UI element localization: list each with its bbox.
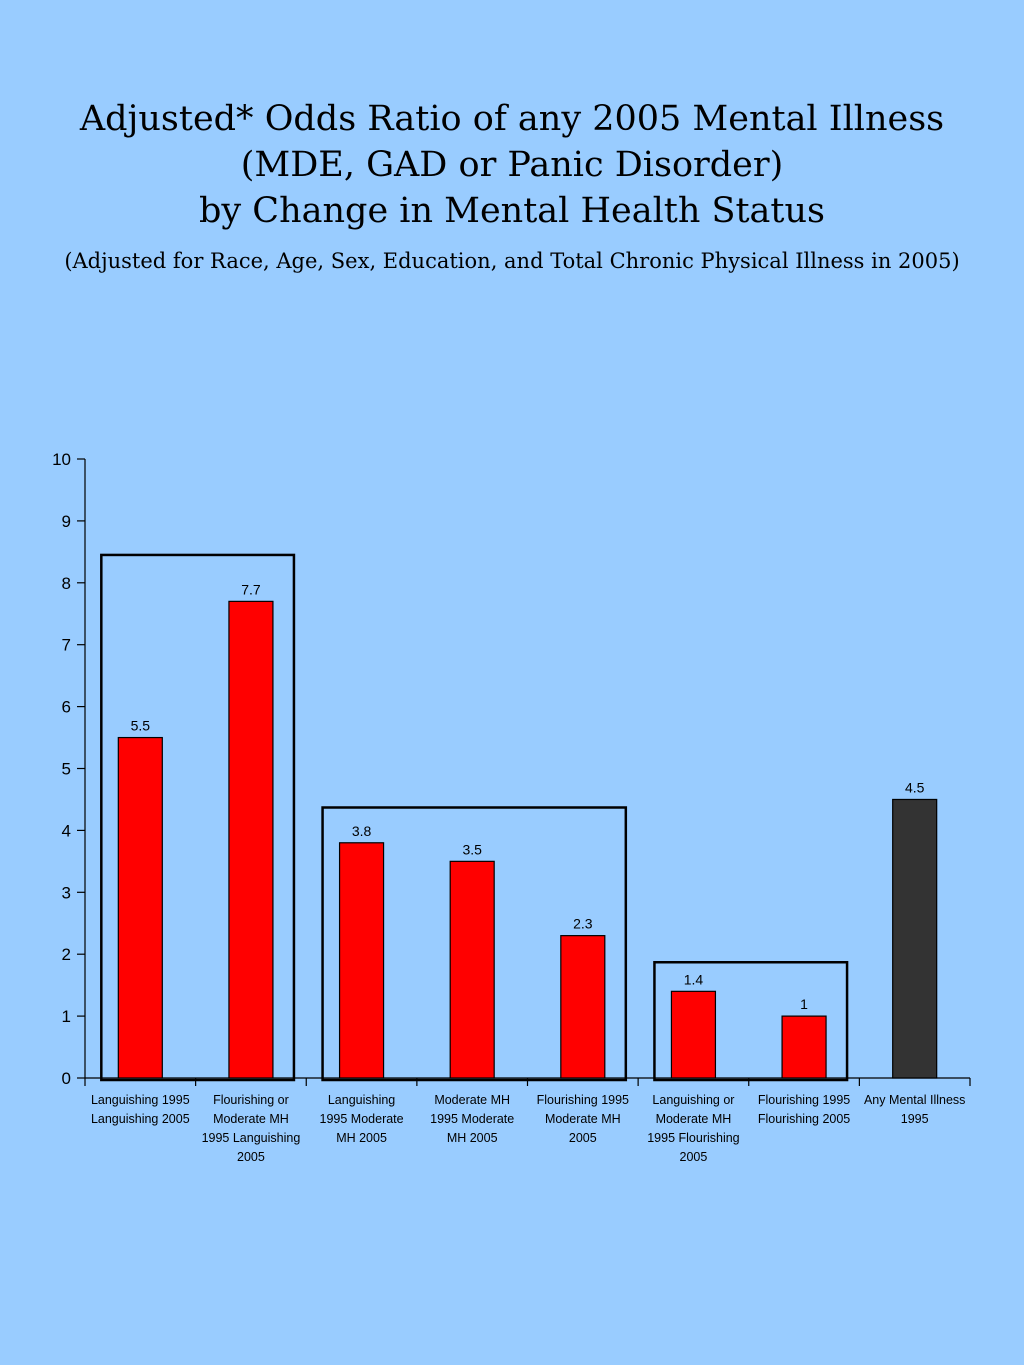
- y-tick-label: 8: [62, 574, 71, 593]
- y-tick-label: 10: [52, 450, 71, 469]
- y-tick-label: 3: [62, 883, 71, 902]
- y-tick-label: 4: [62, 821, 71, 840]
- bar-value-label: 1: [800, 996, 808, 1012]
- chart-title-line-3: by Change in Mental Health Status: [199, 191, 825, 231]
- chart-title-block: Adjusted* Odds Ratio of any 2005 Mental …: [0, 96, 1024, 276]
- bar: [449, 860, 495, 1079]
- y-tick-label: 0: [62, 1069, 71, 1088]
- x-category-label: Languishing or Moderate MH 1995 Flourishin…: [647, 1093, 739, 1164]
- x-category-label: Moderate MH 1995 Moderate MH 2005: [430, 1093, 514, 1145]
- bar: [117, 736, 163, 1079]
- bar: [781, 1015, 827, 1079]
- x-category-label: Languishing 1995 Moderate MH 2005: [320, 1093, 404, 1145]
- bar-value-label: 7.7: [241, 581, 261, 597]
- chart-subtitle: (Adjusted for Race, Age, Sex, Education,…: [64, 249, 960, 273]
- group-box: [653, 960, 849, 1082]
- bar: [228, 600, 274, 1079]
- bar-value-label: 1.4: [684, 971, 704, 987]
- y-tick-label: 2: [62, 945, 71, 964]
- y-tick-label: 7: [62, 636, 71, 655]
- bar-value-label: 3.5: [462, 841, 482, 857]
- chart-title-line-2: (MDE, GAD or Panic Disorder): [240, 145, 784, 185]
- x-category-label: Languishing 1995 Languishing 2005: [91, 1093, 190, 1126]
- bar-value-label: 2.3: [573, 916, 593, 932]
- bar: [670, 990, 717, 1079]
- bar: [892, 798, 938, 1079]
- bar: [560, 935, 606, 1079]
- bar-value-label: 3.8: [352, 823, 372, 839]
- x-category-label: Flourishing or Moderate MH 1995 Languishin…: [202, 1093, 301, 1164]
- x-category-label: Flourishing 1995 Moderate MH 2005: [537, 1093, 629, 1145]
- group-box: [321, 806, 628, 1082]
- x-category-label: Flourishing 1995 Flourishing 2005: [758, 1093, 850, 1126]
- bar-value-label: 5.5: [131, 718, 151, 734]
- group-box: [100, 553, 296, 1082]
- bar: [338, 842, 385, 1079]
- y-tick-label: 5: [62, 760, 71, 779]
- chart-title-line-1: Adjusted* Odds Ratio of any 2005 Mental …: [79, 99, 945, 139]
- y-tick-label: 6: [62, 698, 71, 717]
- y-tick-label: 9: [62, 512, 71, 531]
- x-category-label: Any Mental Illness 1995: [864, 1093, 965, 1126]
- bar-value-label: 4.5: [905, 779, 925, 795]
- y-tick-label: 1: [62, 1007, 71, 1026]
